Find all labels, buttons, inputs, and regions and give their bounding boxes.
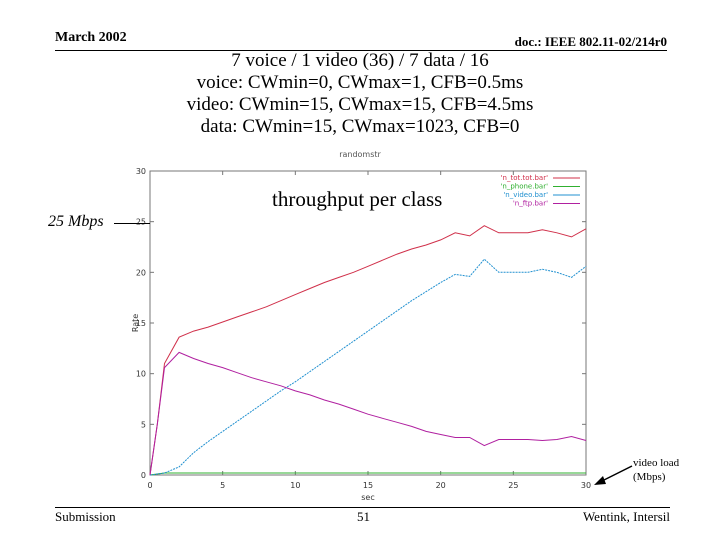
footer-author: Wentink, Intersil — [582, 509, 670, 524]
header-doc-id: doc.: IEEE 802.11-02/214r0 — [514, 34, 667, 49]
legend-entry-label: 'n_ftp.bar' — [513, 200, 548, 208]
footer-rule — [55, 507, 670, 508]
y-tick-label: 30 — [136, 167, 146, 176]
axes-layer: 0 5 10 15 20 25 30 0 5 10 15 20 25 30 sec Rate — [131, 167, 633, 502]
x-tick-label: 20 — [436, 481, 446, 490]
annotation-throughput: throughput per class — [272, 187, 443, 211]
annotation-25-mbps-line — [114, 223, 150, 224]
header-date: March 2002 — [55, 30, 127, 45]
series-layer — [149, 225, 587, 476]
x-tick-label: 30 — [581, 481, 591, 490]
footer-submission: Submission — [55, 509, 116, 524]
y-tick-label: 25 — [136, 218, 146, 227]
y-tick-label: 5 — [141, 420, 146, 429]
annotation-25-mbps: 25 Mbps — [48, 213, 104, 230]
y-axis-label: Rate — [131, 314, 140, 332]
x-tick-label: 15 — [363, 481, 373, 490]
y-tick-label: 10 — [136, 370, 146, 379]
title-line-4: data: CWmin=15, CWmax=1023, CFB=0 — [200, 116, 520, 137]
annotation-video-load-line1: video load — [633, 457, 680, 469]
legend-entry-label: 'n_phone.bar' — [500, 183, 548, 191]
legend-entry-label: 'n_tot.tot.bar' — [501, 174, 548, 182]
header-rule — [55, 50, 667, 51]
y-tick-label: 15 — [136, 319, 146, 328]
y-tick-label: 20 — [136, 268, 146, 277]
video-load-arrow-line — [599, 465, 633, 483]
footer-page-number: 51 — [357, 509, 370, 524]
x-tick-label: 10 — [290, 481, 300, 490]
series-line-3 — [149, 351, 587, 476]
plot-frame — [149, 170, 587, 476]
title-line-2: voice: CWmin=0, CWmax=1, CFB=0.5ms — [196, 72, 524, 93]
title-line-1: 7 voice / 1 video (36) / 7 data / 16 — [231, 50, 489, 71]
y-tick-label: 0 — [141, 471, 146, 480]
annotation-video-load: video load (Mbps) — [633, 456, 679, 484]
x-tick-label: 25 — [508, 481, 518, 490]
series-line-2 — [149, 258, 587, 476]
slide-title: 7 voice / 1 video (36) / 7 data / 16 voi… — [0, 50, 720, 138]
title-line-3: video: CWmin=15, CWmax=15, CFB=4.5ms — [186, 94, 534, 115]
x-tick-label: 0 — [147, 481, 152, 490]
video-load-arrow-head — [594, 476, 606, 485]
series-line-0 — [149, 225, 587, 476]
plot-tag: randomstr — [339, 150, 381, 159]
annotation-video-load-line2: (Mbps) — [633, 471, 666, 483]
x-axis-label: sec — [361, 493, 375, 502]
legend-entry-label: 'n_video.bar' — [503, 191, 548, 199]
x-tick-label: 5 — [220, 481, 225, 490]
legend: 'n_tot.tot.bar''n_phone.bar''n_video.bar… — [500, 174, 580, 208]
